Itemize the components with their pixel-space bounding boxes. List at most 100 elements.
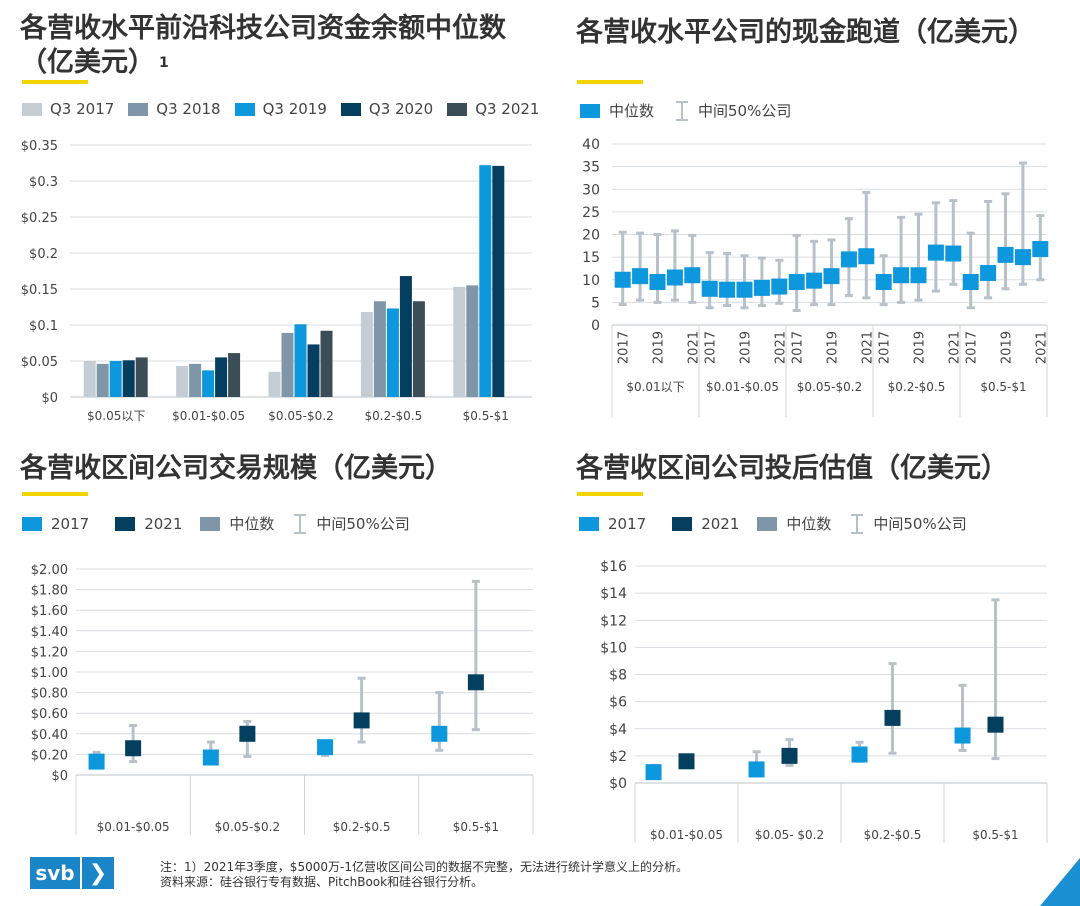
median-marker xyxy=(1032,240,1049,257)
median-marker xyxy=(125,740,142,757)
panel3-title-accent xyxy=(22,492,88,496)
bar xyxy=(189,363,202,397)
median-marker xyxy=(806,272,823,289)
legend-swatch-2017 xyxy=(579,516,599,531)
legend-swatch-q2018 xyxy=(128,102,149,116)
bar xyxy=(268,371,281,397)
legend-item-median: 中位数 xyxy=(757,513,831,534)
y-tick-label: 5 xyxy=(591,295,600,311)
bar xyxy=(83,361,96,397)
legend-label-iqr: 中间50%公司 xyxy=(698,102,792,120)
y-tick-label: 15 xyxy=(582,250,600,266)
x-category-label: $0.05以下 xyxy=(87,409,145,423)
legend-label-q2017: Q3 2017 xyxy=(50,100,115,118)
x-group-label: $0.2-$0.5 xyxy=(333,820,391,834)
y-tick-label: $6 xyxy=(609,695,627,711)
y-tick-label: $2.00 xyxy=(31,563,68,578)
y-tick-label: $0 xyxy=(609,776,627,792)
x-group-label: $0.01-$0.05 xyxy=(97,820,170,834)
median-marker xyxy=(962,274,979,291)
bar xyxy=(96,363,109,397)
median-marker xyxy=(678,753,695,770)
x-year-label: 2019 xyxy=(1000,331,1015,364)
panel1-legend: Q3 2017 Q3 2018 Q3 2019 Q3 2020 Q3 2021 xyxy=(22,100,553,118)
median-marker xyxy=(771,278,788,295)
median-marker xyxy=(202,749,219,766)
panel3-title: 各营收区间公司交易规模（亿美元） xyxy=(20,453,452,484)
corner-decoration xyxy=(1040,858,1080,906)
median-marker xyxy=(945,245,962,262)
legend-swatch-q2019 xyxy=(234,102,255,116)
panel1-title: 各营收水平前沿科技公司资金余额中位数 （亿美元） 1 xyxy=(20,12,506,80)
panel1-footnote-mark: 1 xyxy=(159,55,169,71)
y-tick-label: $1.00 xyxy=(31,666,68,681)
x-year-label: 2021 xyxy=(686,331,701,364)
legend-item-2017: 2017 xyxy=(579,515,646,533)
x-category-label: $0.5-$1 xyxy=(463,409,509,423)
panel4-legend: 2017 2021 中位数 中间50%公司 xyxy=(579,513,981,534)
legend-item-q2017: Q3 2017 xyxy=(22,100,114,118)
median-marker xyxy=(753,279,770,296)
y-tick-label: $0.60 xyxy=(31,707,68,722)
y-tick-label: $1.20 xyxy=(31,645,68,660)
median-marker xyxy=(788,274,805,291)
panel2-title-accent xyxy=(577,80,643,84)
median-marker xyxy=(858,248,875,265)
median-marker xyxy=(884,709,901,726)
legend-swatch-q2020 xyxy=(340,102,361,116)
median-marker xyxy=(851,746,868,763)
legend-label-median: 中位数 xyxy=(786,515,832,533)
x-year-label: 2021 xyxy=(947,331,962,364)
x-year-label: 2017 xyxy=(704,331,719,364)
median-marker xyxy=(980,264,997,281)
x-year-label: 2019 xyxy=(913,331,928,364)
median-marker xyxy=(736,281,753,298)
panel3-legend: 2017 2021 中位数 中间50%公司 xyxy=(22,513,424,534)
y-tick-label: 20 xyxy=(582,228,600,244)
legend-label-q2021: Q3 2021 xyxy=(475,100,540,118)
bar xyxy=(228,353,241,397)
bar xyxy=(122,360,135,397)
y-tick-label: $0.15 xyxy=(21,283,58,298)
x-group-label: $0.05-$0.2 xyxy=(215,820,280,834)
bar xyxy=(109,361,122,397)
legend-item-2021: 2021 xyxy=(672,515,739,533)
x-year-label: 2017 xyxy=(617,331,632,364)
bar xyxy=(320,330,333,397)
legend-label-q2018: Q3 2018 xyxy=(156,100,221,118)
y-tick-label: $4 xyxy=(609,722,627,738)
median-marker xyxy=(632,268,649,285)
footer-note: 注：1）2021年3季度，$5000万-1亿营收区间公司的数据不完整，无法进行统… xyxy=(160,860,688,874)
y-tick-label: $16 xyxy=(600,559,627,575)
panel1-title-line2: （亿美元） xyxy=(20,47,155,78)
median-marker xyxy=(467,674,484,691)
panel1-title-line1: 各营收水平前沿科技公司资金余额中位数 xyxy=(20,13,506,44)
x-year-label: 2019 xyxy=(739,331,754,364)
bar xyxy=(412,301,425,397)
median-marker xyxy=(88,753,105,770)
legend-label-q2019: Q3 2019 xyxy=(262,100,327,118)
legend-swatch-2017 xyxy=(22,516,42,531)
y-tick-label: $0.2 xyxy=(29,247,58,262)
legend-item-q2021: Q3 2021 xyxy=(447,100,539,118)
x-category-label: $0.2-$0.5 xyxy=(365,409,423,423)
x-group-label: $0.2-$0.5 xyxy=(888,380,946,394)
y-tick-label: $1.40 xyxy=(31,625,68,640)
legend-label-iqr: 中间50%公司 xyxy=(873,515,967,533)
bar xyxy=(466,285,479,397)
y-tick-label: $0.3 xyxy=(29,175,58,190)
bar xyxy=(399,276,412,397)
bar xyxy=(294,324,307,397)
legend-swatch-2021 xyxy=(672,516,693,531)
panel4-title: 各营收区间公司投后估值（亿美元） xyxy=(576,453,1008,484)
y-tick-label: $1.80 xyxy=(31,584,68,599)
iqr-range-icon xyxy=(676,100,689,121)
median-marker xyxy=(701,280,718,297)
y-tick-label: $0 xyxy=(51,769,68,784)
footer-source: 资料来源：硅谷银行专有数据、PitchBook和硅谷银行分析。 xyxy=(160,875,484,889)
x-group-label: $0.01以下 xyxy=(626,380,684,394)
x-year-label: 2019 xyxy=(826,331,841,364)
y-tick-label: $0.25 xyxy=(21,211,58,226)
y-tick-label: 0 xyxy=(591,318,600,334)
x-year-label: 2017 xyxy=(878,331,893,364)
